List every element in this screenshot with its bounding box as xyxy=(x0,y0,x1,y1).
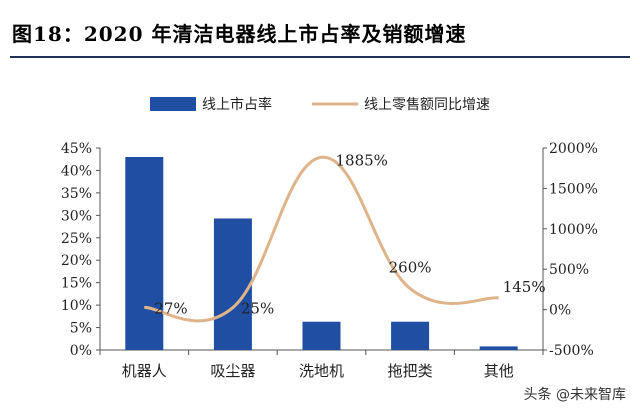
x-tick-label: 吸尘器 xyxy=(210,362,255,380)
bar xyxy=(213,218,252,350)
series-line xyxy=(144,155,499,323)
x-tick-label: 拖把类 xyxy=(388,362,433,380)
legend-label: 线上零售额同比增速 xyxy=(364,97,490,113)
title-rule xyxy=(10,56,630,58)
y-left-tick-label: 15% xyxy=(61,276,92,292)
y-left-tick-label: 0% xyxy=(70,343,92,359)
figure-title: 图18：2020 年清洁电器线上市占率及销额增速 xyxy=(12,22,467,46)
y-right-tick-label: 500% xyxy=(549,262,589,278)
y-left-tick-label: 25% xyxy=(61,231,92,247)
bar xyxy=(479,346,518,350)
bar xyxy=(125,156,164,350)
watermark: 头条 @未来智库 xyxy=(524,384,626,404)
line-data-label: 145% xyxy=(503,278,546,296)
watermark-text: 头条 @未来智库 xyxy=(523,387,626,403)
bar xyxy=(302,321,341,350)
line-data-label: 1885% xyxy=(336,151,388,169)
x-tick-label: 洗地机 xyxy=(299,362,344,380)
line-data-label: 27% xyxy=(154,299,187,317)
y-right-tick-label: 1500% xyxy=(549,181,598,197)
x-tick-label: 机器人 xyxy=(122,362,167,380)
y-right-tick-label: -500% xyxy=(549,343,594,359)
line-data-label: 25% xyxy=(241,300,274,318)
line-data-label: 260% xyxy=(389,259,432,277)
y-right-tick-label: 2000% xyxy=(549,141,598,157)
y-left-tick-label: 45% xyxy=(61,141,92,157)
y-left-tick-label: 20% xyxy=(61,253,92,269)
y-left-tick-label: 30% xyxy=(61,208,92,224)
legend-swatch-bar xyxy=(150,97,196,111)
y-left-tick-label: 40% xyxy=(61,163,92,179)
y-left-tick-label: 10% xyxy=(61,298,92,314)
y-left-tick-label: 5% xyxy=(70,321,92,337)
y-left-tick-label: 35% xyxy=(61,186,92,202)
bar xyxy=(391,321,430,350)
x-tick-label: 其他 xyxy=(484,362,514,380)
y-right-tick-label: 0% xyxy=(549,303,571,319)
y-right-tick-label: 1000% xyxy=(549,222,598,238)
legend-label: 线上市占率 xyxy=(202,96,272,113)
